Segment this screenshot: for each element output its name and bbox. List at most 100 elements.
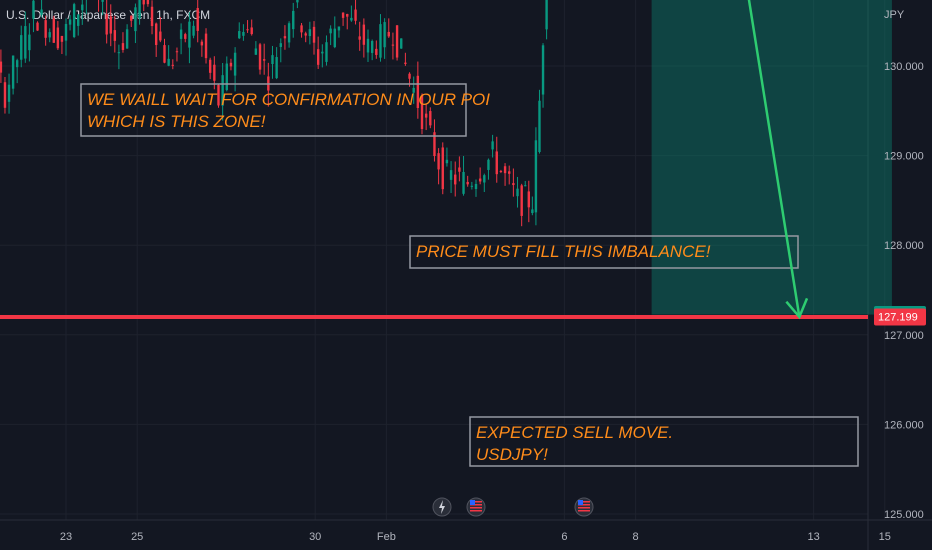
candle-body (383, 22, 385, 47)
candle-body (500, 171, 502, 172)
candle-body (242, 32, 244, 36)
candle-body (176, 51, 178, 52)
x-tick-label: 6 (561, 531, 567, 543)
candle-body (512, 183, 514, 185)
candle-body (300, 25, 302, 32)
flag-canton (470, 500, 475, 505)
candle-body (159, 32, 161, 41)
candle-body (388, 32, 390, 36)
candle-body (342, 13, 344, 18)
candle-body (28, 35, 30, 51)
candle-body (329, 29, 331, 34)
candle-body (392, 45, 394, 46)
candle-body (172, 65, 174, 66)
candle-body (350, 18, 352, 21)
candle-body (143, 0, 145, 4)
flag-stripe (578, 507, 590, 509)
candle-body (213, 65, 215, 81)
candle-body (442, 147, 444, 189)
candle-body (8, 85, 10, 102)
candle-body (321, 52, 323, 54)
candle-body (209, 60, 211, 73)
candle-body (130, 16, 132, 21)
lightning-icon (433, 498, 451, 516)
candle-body (275, 57, 277, 78)
candle-body (57, 28, 59, 49)
candle-body (126, 29, 128, 48)
candle-body (32, 1, 34, 19)
candle-body (167, 59, 169, 66)
candle-body (475, 184, 477, 189)
candle-body (49, 32, 51, 37)
price-label-value: 127.199 (878, 311, 918, 323)
candle-body (226, 64, 228, 90)
candle-body (524, 185, 526, 186)
y-tick-label: 129.000 (884, 151, 924, 163)
x-tick-label: 25 (131, 531, 143, 543)
candle-body (450, 170, 452, 180)
candle-body (163, 45, 165, 63)
y-tick-label: 127.000 (884, 330, 924, 342)
y-tick-label: 128.000 (884, 240, 924, 252)
candle-body (151, 7, 153, 26)
candle-body (118, 52, 120, 53)
flag-stripe (470, 510, 482, 512)
candle-body (134, 7, 136, 31)
us-flag-icon (575, 498, 593, 516)
candle-body (346, 14, 348, 17)
y-tick-label: 130.000 (884, 61, 924, 73)
candle-body (184, 34, 186, 39)
candle-body (466, 182, 468, 184)
candle-body (375, 49, 377, 55)
candle-body (65, 24, 67, 41)
candle-body (246, 29, 248, 30)
candle-body (12, 56, 14, 89)
candle-body (284, 36, 286, 38)
currency-label: JPY (884, 9, 905, 21)
candle-body (296, 0, 298, 2)
candle-body (400, 38, 402, 48)
candle-body (454, 175, 456, 185)
candle-body (73, 4, 75, 37)
candle-body (192, 26, 194, 36)
flag-stripe (578, 510, 590, 512)
candle-body (205, 34, 207, 58)
flag-stripe (470, 507, 482, 509)
candle-body (292, 11, 294, 29)
candle-body (101, 0, 103, 2)
candle-body (138, 0, 140, 18)
candle-body (504, 166, 506, 173)
candle-body (259, 44, 261, 69)
x-tick-label: Feb (377, 531, 396, 543)
candle-body (180, 30, 182, 39)
flag-canton (578, 500, 583, 505)
candle-body (516, 189, 518, 197)
x-tick-label: 30 (309, 531, 321, 543)
candle-body (479, 179, 481, 182)
candle-body (531, 209, 533, 213)
candle-body (16, 60, 18, 67)
candle-body (69, 19, 71, 24)
y-tick-label: 125.000 (884, 509, 924, 521)
candle-body (520, 185, 522, 216)
candle-body (238, 31, 240, 38)
candle-body (309, 29, 311, 36)
candle-body (263, 59, 265, 60)
candle-body (81, 5, 83, 11)
candle-body (197, 8, 199, 31)
candle-body (325, 42, 327, 62)
candle-body (491, 141, 493, 149)
candle-body (251, 27, 253, 34)
x-tick-label: 8 (633, 531, 639, 543)
candle-body (147, 0, 149, 4)
candle-body (487, 160, 489, 170)
candle-body (545, 0, 547, 29)
candle-body (317, 49, 319, 65)
candle-body (110, 16, 112, 33)
candle-body (271, 55, 273, 64)
candle-body (36, 23, 38, 31)
candle-body (425, 114, 427, 118)
candle-body (44, 20, 46, 38)
candle-body (535, 140, 537, 212)
